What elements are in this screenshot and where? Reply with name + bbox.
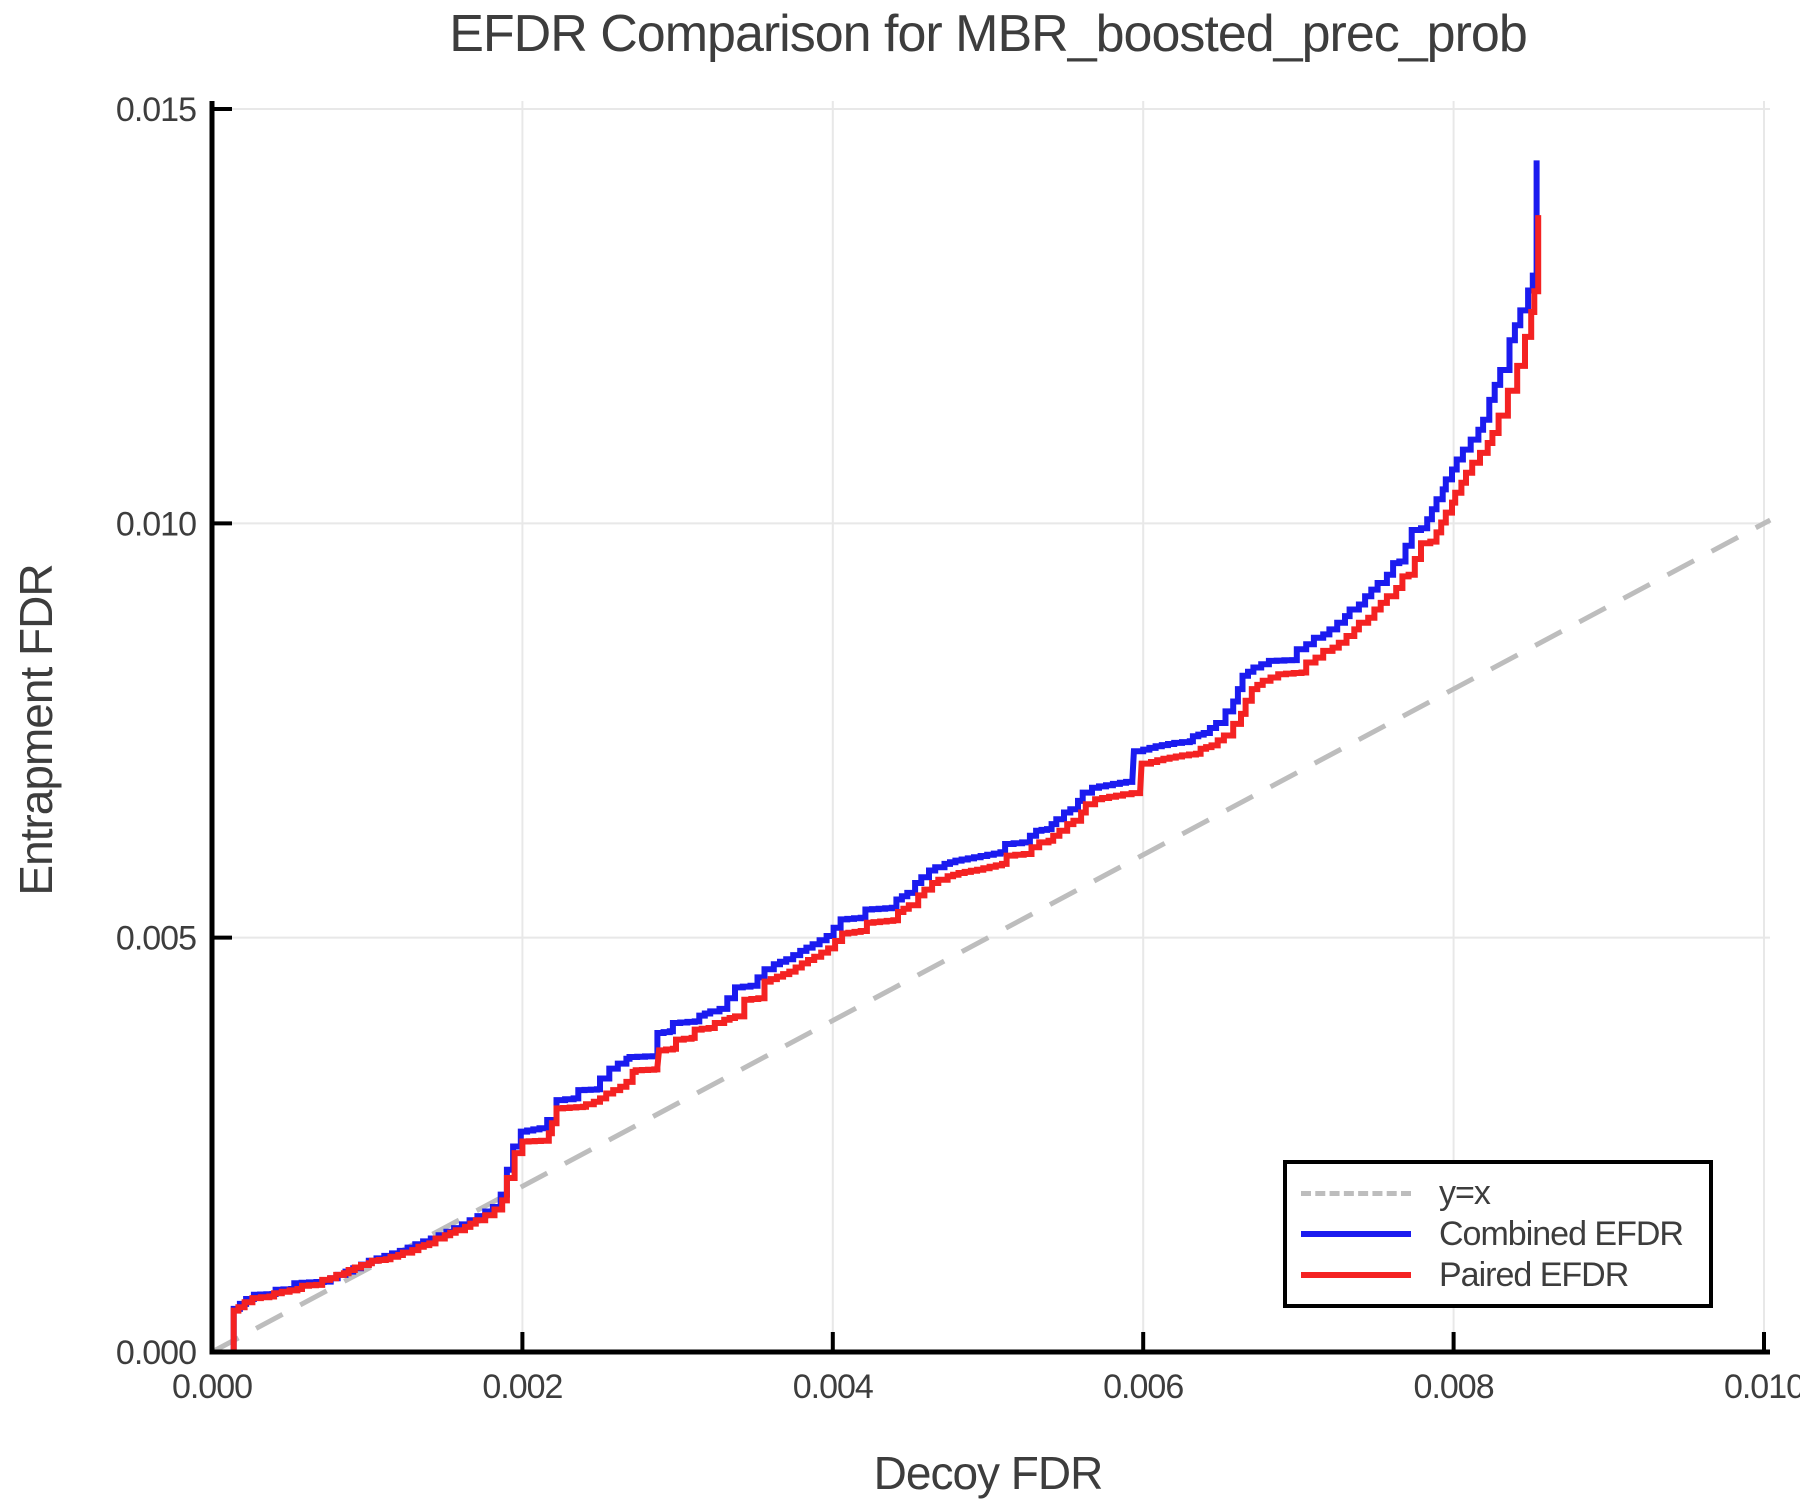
x-tick-labels: 0.000 0.002 0.004 0.006 0.008 0.010	[172, 1368, 1800, 1406]
legend-item-paired: Paired EFDR	[1287, 1256, 1709, 1294]
y-tick-label: 0.015	[116, 91, 196, 129]
red-line-sample-icon	[1301, 1272, 1411, 1278]
x-tick-label: 0.010	[1724, 1368, 1800, 1406]
legend-label-reference: y=x	[1439, 1173, 1491, 1212]
grid-lines	[212, 101, 1770, 1352]
y-tick-label: 0.000	[116, 1334, 196, 1372]
y-tick-label: 0.010	[116, 505, 196, 543]
x-tick-label: 0.002	[482, 1368, 562, 1406]
x-axis-title: Decoy FDR	[873, 1447, 1104, 1499]
x-tick-label: 0.006	[1103, 1368, 1183, 1406]
series-paired-efdr	[230, 215, 1542, 1352]
legend-item-combined: Combined EFDR	[1287, 1215, 1709, 1253]
axes-spines	[209, 101, 1770, 1355]
x-tick-label: 0.000	[172, 1368, 252, 1406]
y-tick-label: 0.005	[116, 920, 196, 958]
legend-label-combined: Combined EFDR	[1439, 1214, 1684, 1253]
x-tick-label: 0.008	[1414, 1368, 1494, 1406]
y-tick-labels: 0.000 0.005 0.010 0.015	[116, 91, 197, 1372]
series-lines	[210, 160, 1772, 1355]
x-tick-label: 0.004	[793, 1368, 873, 1406]
blue-line-sample-icon	[1301, 1231, 1411, 1237]
legend-box: y=x Combined EFDR Paired EFDR	[1283, 1160, 1713, 1308]
dashed-line-sample-icon	[1301, 1190, 1411, 1196]
legend-label-paired: Paired EFDR	[1439, 1255, 1629, 1294]
series-y-x	[210, 517, 1772, 1355]
chart-title: EFDR Comparison for MBR_boosted_prec_pro…	[449, 5, 1528, 63]
legend-item-reference: y=x	[1287, 1174, 1709, 1212]
